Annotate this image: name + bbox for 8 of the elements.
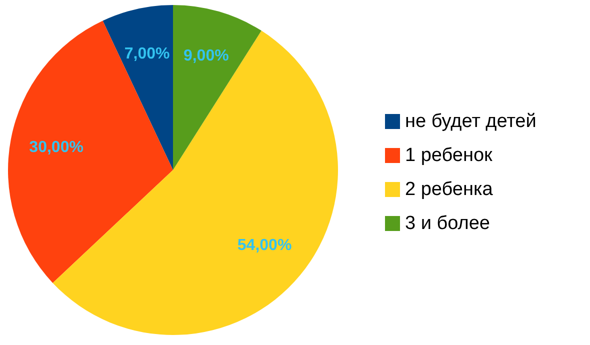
data-label: 54,00%	[237, 237, 292, 254]
legend-label: 1 ребенок	[405, 145, 494, 166]
legend-label: 2 ребенка	[405, 179, 494, 200]
data-label: 9,00%	[183, 47, 229, 64]
data-label: 30,00%	[29, 139, 84, 156]
legend-label: не будет детей	[405, 111, 536, 132]
legend-label: 3 и более	[405, 213, 490, 234]
data-label: 7,00%	[124, 46, 170, 63]
